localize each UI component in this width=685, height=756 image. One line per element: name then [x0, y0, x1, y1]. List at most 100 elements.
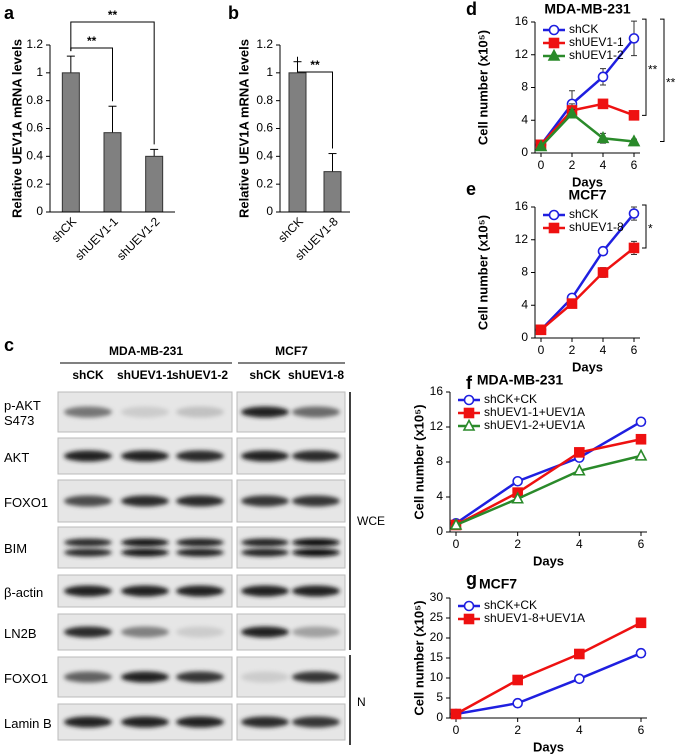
x-tick-label: 4 — [576, 537, 583, 551]
point — [634, 448, 648, 461]
band — [121, 538, 169, 547]
x-tick-label: 2 — [514, 537, 521, 551]
significance-bracket — [642, 204, 647, 249]
band — [64, 626, 112, 638]
point — [628, 110, 640, 121]
band — [121, 626, 169, 638]
point — [574, 673, 585, 685]
y-tick-label: 4 — [521, 112, 528, 126]
legend-label: shUEV1-2+UEV1A — [484, 418, 585, 432]
band — [176, 495, 224, 507]
y-axis-label: Cell number (x10⁵) — [475, 215, 490, 330]
band — [292, 585, 340, 597]
band — [176, 626, 224, 638]
chart-title: MCF7 — [568, 187, 606, 203]
bar — [61, 72, 80, 213]
band — [292, 548, 340, 557]
band — [241, 671, 289, 683]
row-label-box: Lamin B — [4, 715, 52, 731]
x-tick-label: 0 — [453, 723, 460, 737]
x-tick-label: 6 — [638, 537, 645, 551]
y-tick-label: 0 — [266, 204, 273, 218]
band — [292, 406, 340, 418]
point — [548, 222, 560, 234]
point — [463, 600, 475, 612]
point — [627, 134, 641, 147]
x-tick-label: shUEV1-2 — [114, 214, 163, 263]
significance-bracket — [70, 21, 155, 145]
band — [121, 671, 169, 683]
band — [64, 716, 112, 728]
point — [628, 242, 640, 254]
panel-label: f — [466, 373, 473, 393]
panel-label: b — [228, 3, 239, 23]
y-tick-label: 12 — [430, 419, 444, 433]
y-axis-label: Cell number (x10⁵) — [411, 404, 426, 519]
y-tick-label: 16 — [515, 14, 529, 28]
bar — [288, 72, 307, 213]
y-tick-label: 0 — [436, 524, 443, 538]
chart-title: MCF7 — [479, 576, 517, 592]
band — [64, 406, 112, 418]
point — [512, 475, 523, 487]
row-label: Lamin B — [4, 715, 52, 731]
point — [635, 433, 647, 445]
panel-label: c — [4, 335, 14, 355]
band — [64, 671, 112, 683]
blot-strip — [57, 526, 233, 569]
y-tick-label: 0.2 — [26, 176, 43, 190]
band — [64, 585, 112, 597]
significance: ** — [310, 58, 320, 72]
band — [292, 716, 340, 728]
x-tick-label: 4 — [600, 343, 607, 357]
band — [121, 495, 169, 507]
point — [463, 394, 475, 406]
x-axis-label: Days — [572, 359, 603, 374]
lane-label: shCK — [249, 368, 281, 382]
chart-title: MDA-MB-231 — [477, 372, 564, 388]
point — [628, 33, 640, 44]
fraction-label: WCE — [357, 514, 385, 528]
bar — [323, 171, 342, 213]
lane-label: shUEV1-8 — [288, 368, 344, 382]
point — [511, 491, 524, 504]
y-tick-label: 16 — [430, 384, 444, 398]
y-tick-label: 16 — [515, 199, 529, 213]
y-tick-label: 0.6 — [256, 121, 273, 135]
y-tick-label: 20 — [430, 630, 444, 644]
band — [176, 671, 224, 683]
x-axis-label: Days — [533, 739, 564, 754]
point — [597, 71, 609, 83]
point — [548, 209, 560, 221]
lane-label: shUEV1-1 — [117, 368, 173, 382]
row-label-box: FOXO1 — [4, 671, 48, 686]
x-tick-label: shUEV1-1 — [72, 214, 121, 263]
y-axis-label: Relative UEV1A mRNA levels — [236, 39, 251, 218]
y-tick-label: 4 — [521, 297, 528, 311]
y-tick-label: 8 — [521, 80, 528, 94]
y-tick-label: 12 — [515, 47, 529, 61]
y-tick-label: 8 — [521, 265, 528, 279]
band — [121, 716, 169, 728]
y-tick-label: 0.2 — [256, 176, 273, 190]
panel-label: a — [4, 3, 15, 23]
band — [64, 548, 112, 557]
x-tick-label: 2 — [569, 158, 576, 172]
y-tick-label: 1 — [266, 65, 273, 79]
legend-label: shCK — [569, 22, 598, 36]
lane-label: shUEV1-2 — [172, 368, 228, 382]
significance: ** — [87, 34, 97, 48]
blot-strip — [236, 526, 346, 569]
point — [548, 37, 560, 49]
band — [241, 450, 289, 462]
row-label-box: β-actin — [4, 585, 43, 600]
y-tick-label: 1.2 — [26, 37, 43, 51]
y-axis-label: Cell number (x10⁵) — [475, 30, 490, 145]
band — [241, 495, 289, 507]
y-tick-label: 0 — [521, 330, 528, 344]
series-line — [455, 621, 642, 716]
bar — [103, 132, 122, 213]
y-tick-label: 0.8 — [26, 93, 43, 107]
point — [512, 697, 523, 709]
